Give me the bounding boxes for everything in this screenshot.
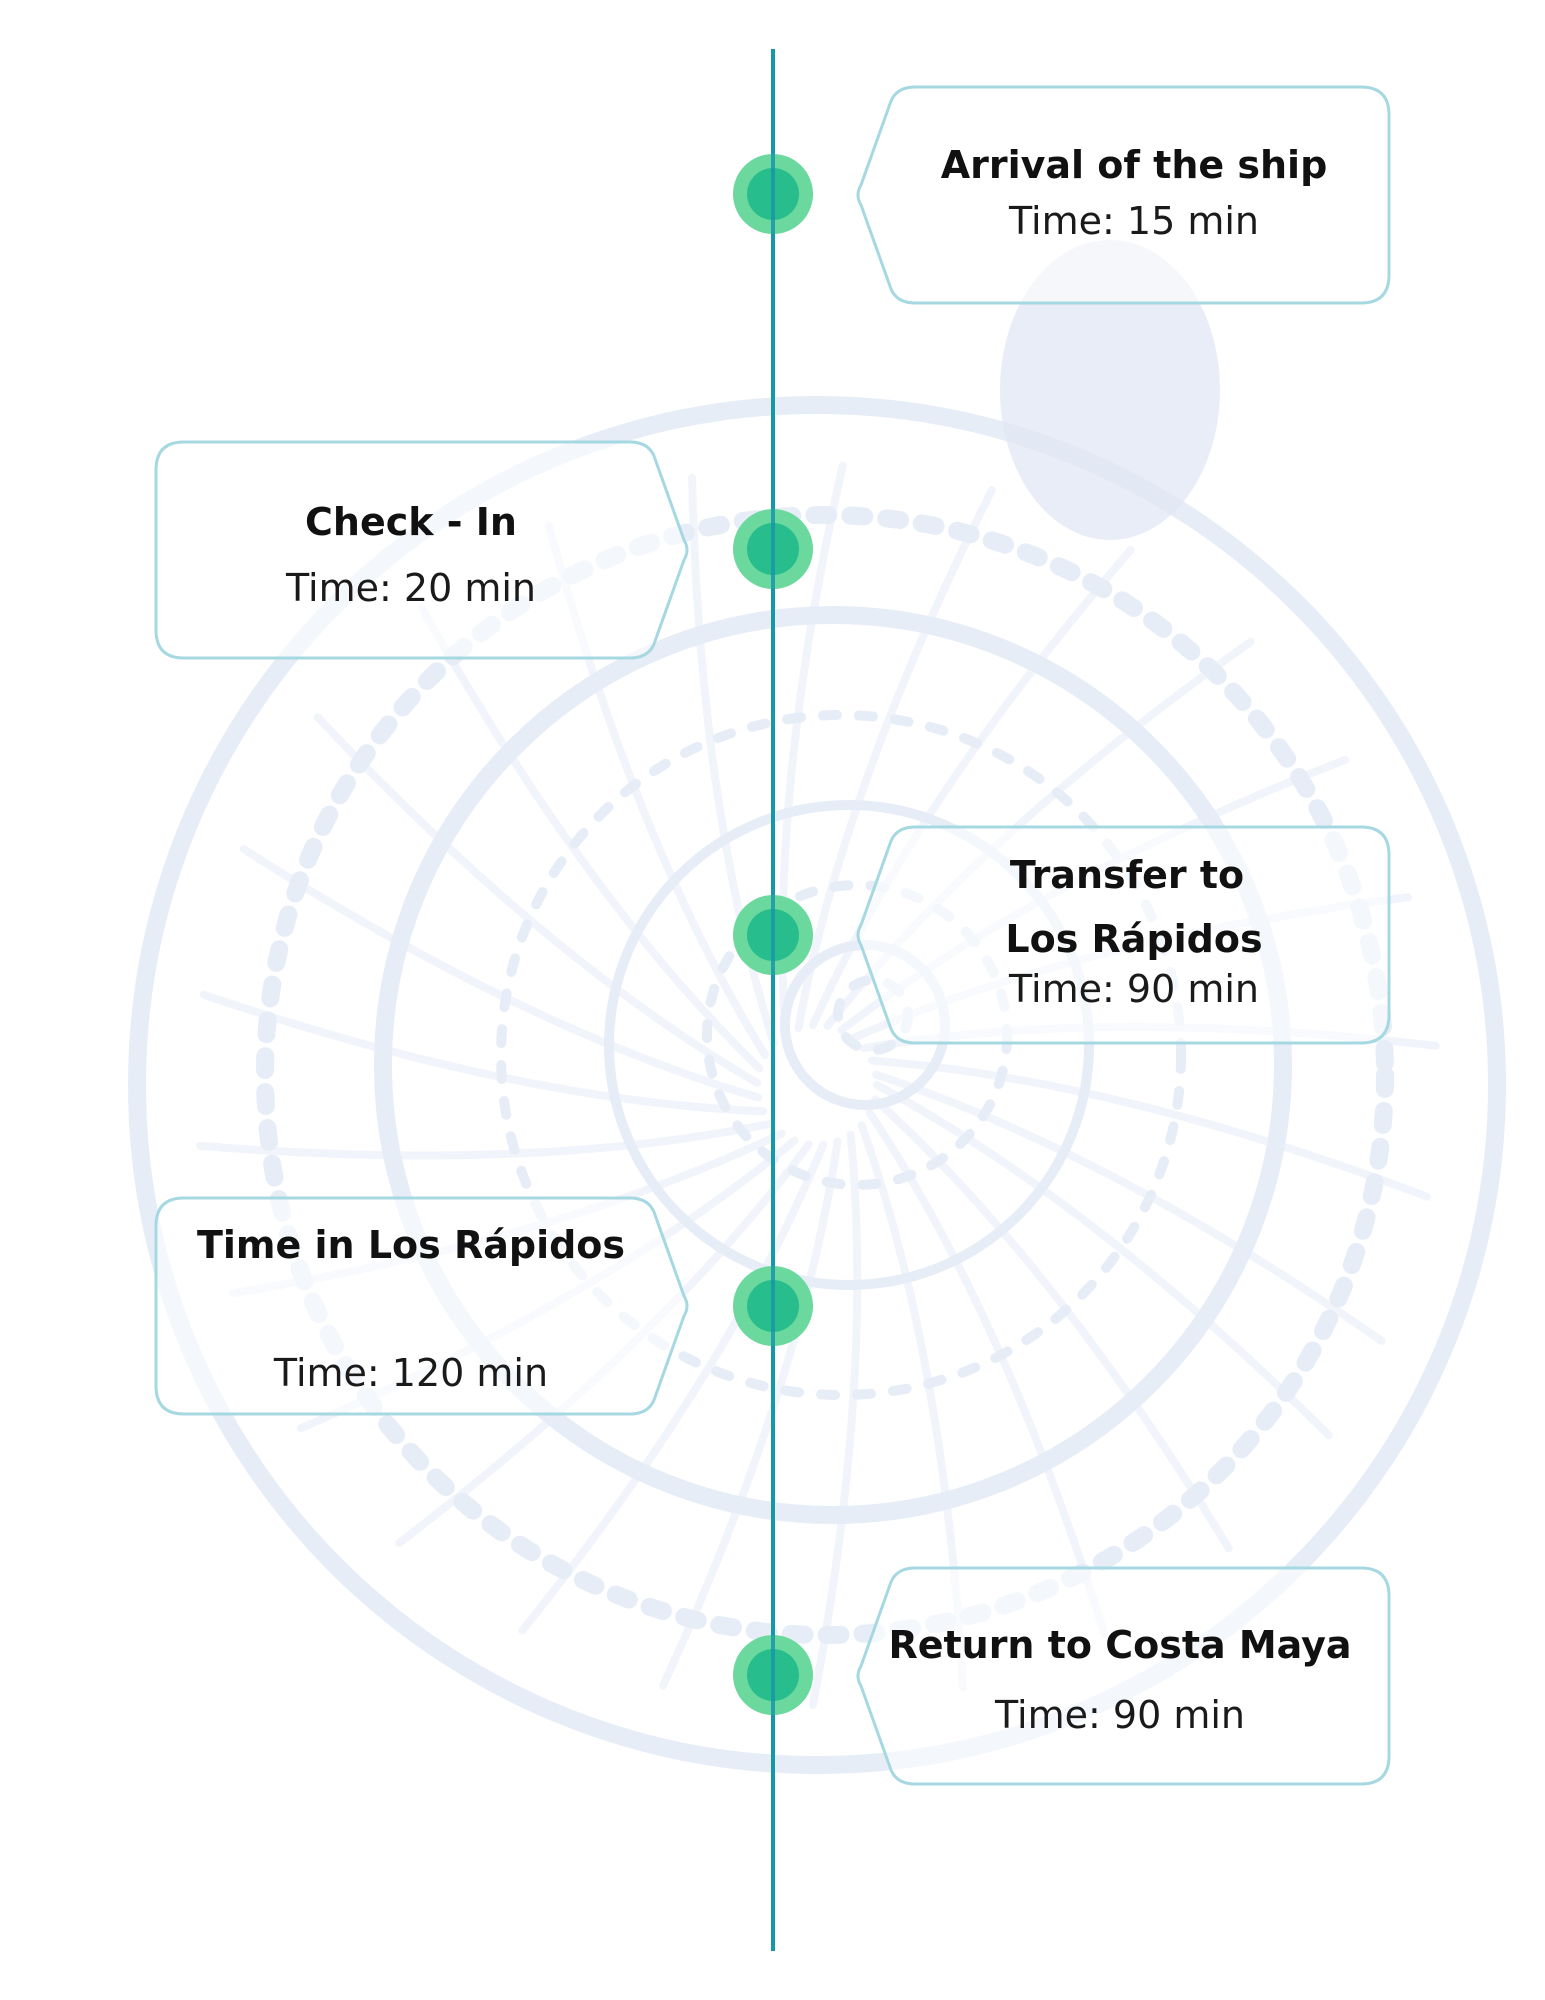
event-time: Time: 120 min bbox=[273, 1351, 549, 1395]
event-title: Arrival of the ship bbox=[940, 143, 1328, 187]
event-card bbox=[856, 85, 1391, 305]
event-card bbox=[856, 825, 1391, 1045]
event-4-text: Time in Los Rápidos Time: 120 min bbox=[197, 1220, 625, 1398]
event-card bbox=[154, 1196, 689, 1416]
event-time: Time: 15 min bbox=[1009, 199, 1259, 243]
event-1-text: Arrival of the ship Time: 15 min bbox=[941, 140, 1328, 246]
event-time: Time: 90 min bbox=[1009, 967, 1259, 1011]
event-title: Return to Costa Maya bbox=[888, 1623, 1352, 1667]
event-time: Time: 90 min bbox=[995, 1693, 1245, 1737]
event-2-text: Check - In Time: 20 min bbox=[286, 497, 536, 613]
event-card bbox=[154, 440, 689, 660]
event-title: Transfer to bbox=[1009, 853, 1245, 897]
event-title: Check - In bbox=[305, 500, 517, 544]
event-title: Los Rápidos bbox=[1005, 917, 1263, 961]
event-3-text: Transfer to Los Rápidos Time: 90 min bbox=[1005, 850, 1262, 1014]
event-time: Time: 20 min bbox=[286, 566, 536, 610]
event-title: Time in Los Rápidos bbox=[196, 1223, 626, 1267]
event-5-text: Return to Costa Maya Time: 90 min bbox=[888, 1620, 1351, 1740]
event-card bbox=[856, 1566, 1391, 1786]
